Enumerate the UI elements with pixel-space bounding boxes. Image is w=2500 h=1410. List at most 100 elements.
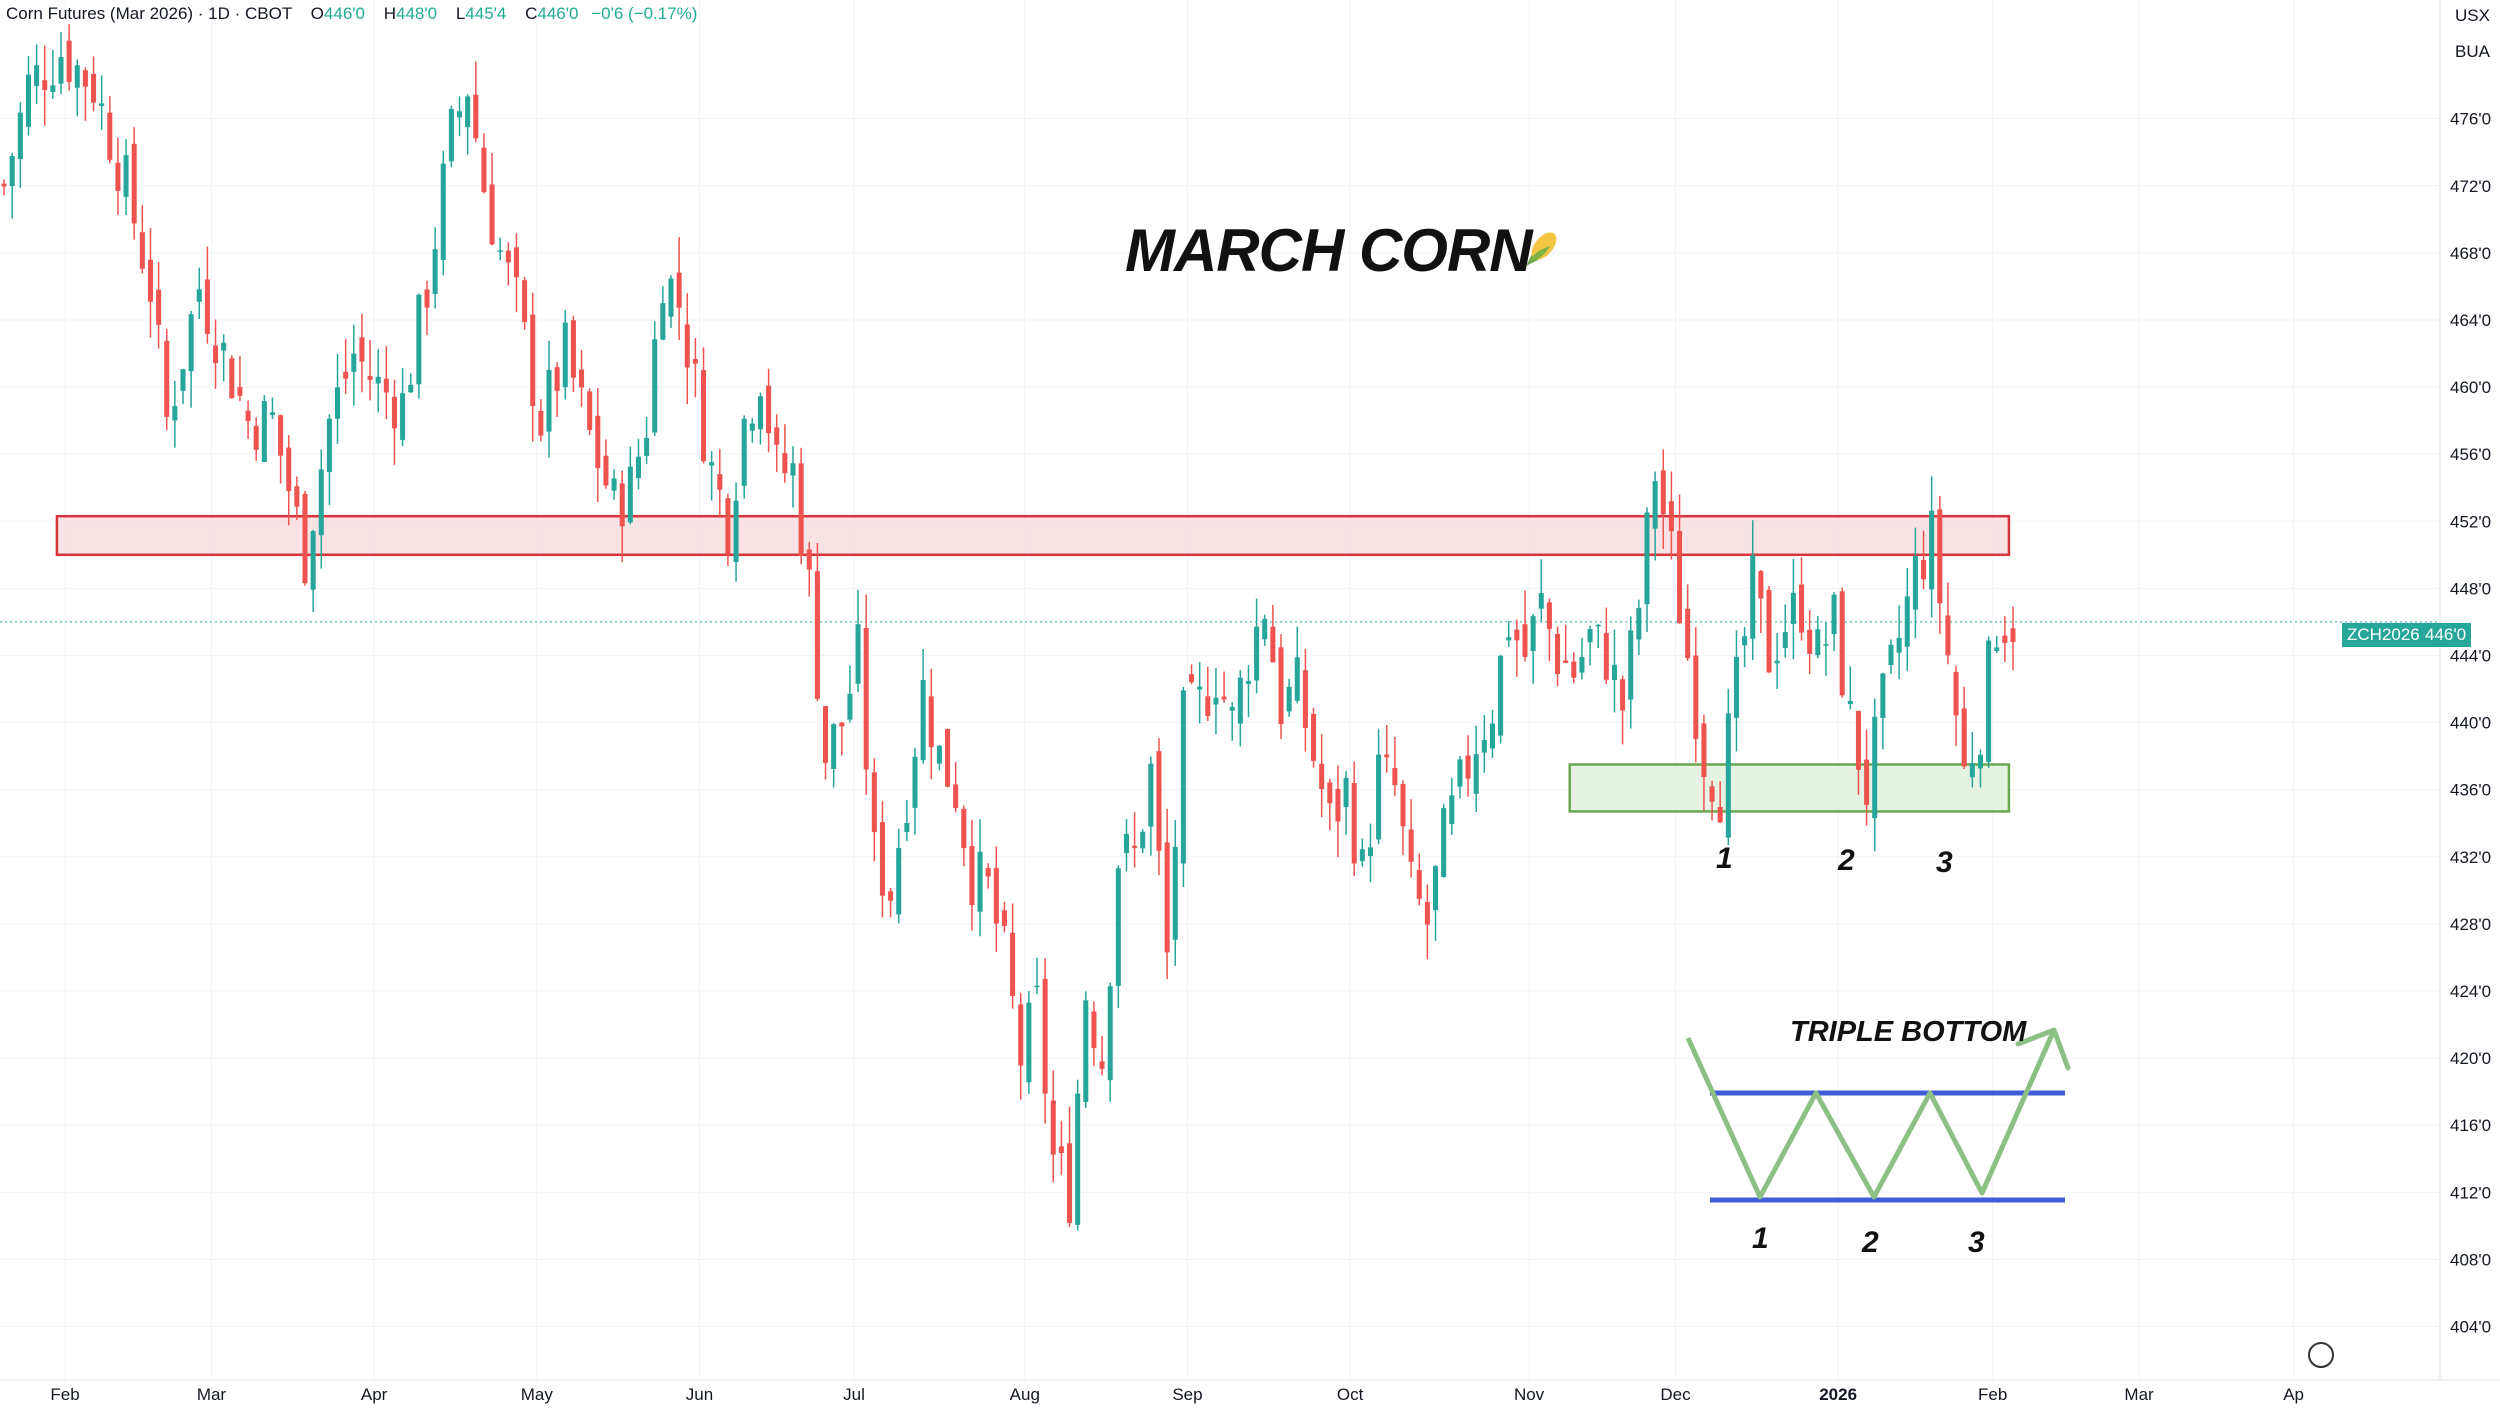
candle-body <box>538 410 544 436</box>
candle-body <box>660 303 666 340</box>
candle-body <box>213 345 219 364</box>
x-tick-label: 2026 <box>1819 1385 1857 1404</box>
candle-body <box>782 453 788 474</box>
candle-body <box>619 483 625 527</box>
candle-body <box>1888 644 1894 665</box>
candle-body <box>1880 673 1886 718</box>
candle-body <box>229 358 235 399</box>
candle-body <box>1506 637 1512 641</box>
candle-body <box>587 391 593 430</box>
y-tick-label: 412'0 <box>2450 1183 2491 1202</box>
candle-body <box>481 147 487 193</box>
y-tick-label: 476'0 <box>2450 110 2491 129</box>
candle-body <box>1587 629 1593 643</box>
candle-body <box>904 822 910 832</box>
candle-body <box>1026 1002 1032 1083</box>
candle-body <box>513 247 519 278</box>
bottom-label-2: 2 <box>1838 844 1855 877</box>
candle-body <box>34 65 40 87</box>
candle-body <box>1717 807 1723 823</box>
candle-body <box>1807 629 1813 654</box>
candle-body <box>1408 829 1414 862</box>
candle-body <box>326 418 332 473</box>
candle-body <box>1107 986 1113 1081</box>
candle-body <box>1929 510 1935 590</box>
candle-body <box>107 112 113 160</box>
candle-body <box>1156 751 1162 851</box>
pattern-label-1: 1 <box>1752 1222 1769 1255</box>
candle-body <box>1351 783 1357 864</box>
candle-body <box>701 370 707 462</box>
candle-body <box>888 891 894 901</box>
candle-body <box>1815 629 1821 656</box>
candle-body <box>1742 636 1748 646</box>
candle-body <box>261 401 267 463</box>
candle-body <box>1132 845 1138 848</box>
candle-body <box>749 423 755 431</box>
candle-body <box>2002 635 2008 643</box>
candle-body <box>1392 767 1398 786</box>
candle-body <box>1685 608 1691 659</box>
candle-body <box>814 571 820 699</box>
candle-body <box>644 437 650 456</box>
candle-body <box>383 378 389 393</box>
candle-body <box>1376 754 1382 840</box>
candle-body <box>278 415 284 456</box>
candle-body <box>1709 786 1715 802</box>
candle-body <box>1782 631 1788 648</box>
candle-body <box>1595 624 1601 627</box>
zigzag-line <box>1685 1028 2057 1200</box>
y-tick-label: 472'0 <box>2450 177 2491 196</box>
candle-body <box>1067 1143 1073 1223</box>
candles <box>1 24 2016 1231</box>
candle-body <box>1644 512 1650 605</box>
time-axis[interactable]: Feb Mar Apr May Jun Jul Aug Sep Oct Nov Dec 2026 Feb… <box>0 1379 2500 1404</box>
y-tick-label: 432'0 <box>2450 848 2491 867</box>
bottom-label-3: 3 <box>1936 846 1953 879</box>
candle-body <box>1319 763 1325 789</box>
y-tick-label: 408'0 <box>2450 1250 2491 1269</box>
candle-body <box>627 466 633 523</box>
grid-lines <box>0 0 2440 1380</box>
candle-body <box>164 340 170 417</box>
y-tick-label: 436'0 <box>2450 781 2491 800</box>
candle-body <box>1969 762 1975 778</box>
candle-body <box>196 289 202 302</box>
candle-body <box>1457 759 1463 787</box>
candle-body <box>1530 616 1536 652</box>
quantity-unit[interactable]: BUA <box>2455 42 2490 61</box>
candle-body <box>1481 739 1487 753</box>
clock-icon[interactable] <box>2308 1342 2334 1368</box>
x-tick-label: Oct <box>1337 1385 1364 1404</box>
x-tick-label: Nov <box>1514 1385 1545 1404</box>
high-label: H <box>383 4 396 23</box>
candle-body <box>570 320 576 378</box>
candle-body <box>668 278 674 317</box>
candle-body <box>1945 615 1951 656</box>
candle-body <box>269 412 275 415</box>
candle-body <box>879 822 885 896</box>
pattern-label-3: 3 <box>1968 1226 1985 1259</box>
candle-body <box>9 156 15 187</box>
candle-body <box>156 289 162 325</box>
candle-body <box>1083 1000 1089 1103</box>
price-axis[interactable]: 476'0 472'0 468'0 464'0 460'0 456'0 452'0 448'0… <box>2439 0 2491 1380</box>
candle-body <box>1278 647 1284 725</box>
candle-body <box>1766 589 1772 673</box>
candle-body <box>1847 701 1853 704</box>
y-tick-label: 420'0 <box>2450 1049 2491 1068</box>
candle-body <box>180 369 186 391</box>
candle-body <box>1498 655 1504 736</box>
candle-body <box>294 486 300 507</box>
candle-body <box>302 493 308 584</box>
currency-unit[interactable]: USX <box>2455 6 2490 25</box>
candle-body <box>448 108 454 162</box>
open-value: 446'0 <box>323 4 365 23</box>
candle-body <box>147 259 153 302</box>
candle-body <box>1205 696 1211 717</box>
candle-body <box>1522 624 1528 657</box>
candle-body <box>603 455 609 486</box>
candle-body <box>1937 509 1943 604</box>
y-tick-label: 456'0 <box>2450 445 2491 464</box>
